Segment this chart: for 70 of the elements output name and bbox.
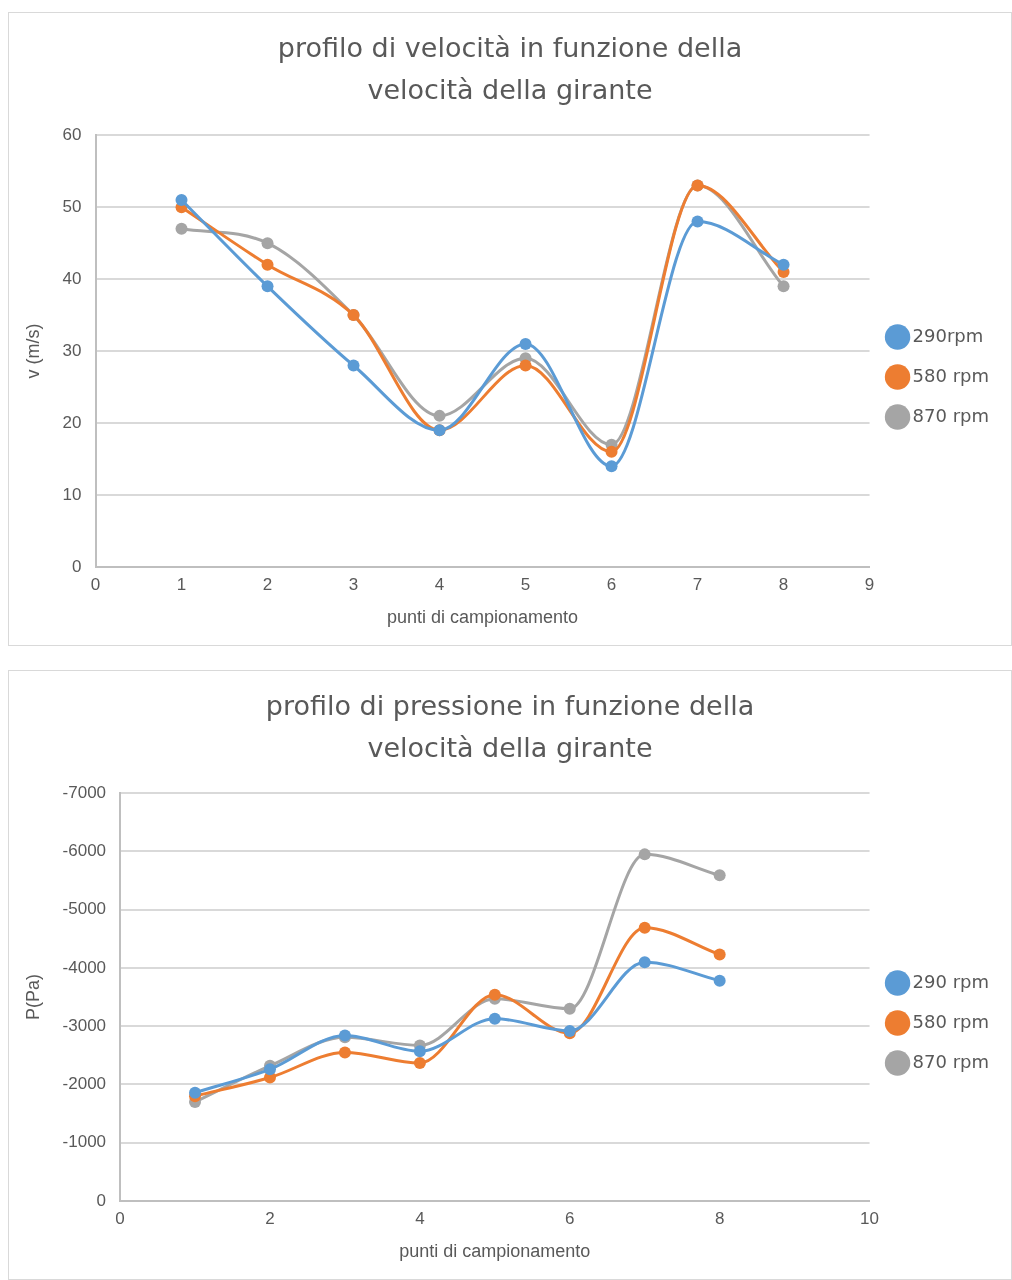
- y-axis-title: P(Pa): [22, 974, 43, 1021]
- x-tick-label: 2: [265, 1208, 275, 1228]
- point: [519, 337, 532, 350]
- y-tick-label: -5000: [62, 899, 107, 919]
- x-tick-label: 10: [860, 1208, 880, 1228]
- point: [263, 1063, 276, 1076]
- x-tick-label: 3: [348, 574, 359, 594]
- point: [638, 921, 651, 934]
- x-tick-label: 8: [714, 1208, 725, 1228]
- point: [175, 193, 188, 206]
- x-tick-label: 6: [565, 1208, 575, 1228]
- y-tick-label: -4000: [62, 957, 107, 977]
- y-axis-title: v (m/s): [22, 323, 43, 379]
- chart-title: profilo di pressione in funzione della velocità della girante: [264, 689, 756, 765]
- point: [347, 359, 360, 372]
- legend-label: 290 rpm: [912, 970, 990, 992]
- point: [605, 445, 618, 458]
- point: [413, 1056, 426, 1069]
- point: [605, 460, 618, 473]
- x-axis-title: punti di campionamento: [399, 1241, 591, 1262]
- point: [638, 848, 651, 861]
- point: [519, 359, 532, 372]
- point: [563, 1002, 576, 1015]
- point: [261, 258, 274, 271]
- point: [261, 280, 274, 293]
- y-tick-label: 40: [62, 268, 82, 288]
- legend-label: 870 rpm: [912, 404, 990, 426]
- point: [261, 237, 274, 250]
- chart-title: profilo di velocità in funzione della velocità della girante: [276, 31, 744, 107]
- legend-label: 580 rpm: [912, 1010, 990, 1032]
- y-tick-label: 60: [62, 124, 82, 144]
- point: [777, 280, 790, 293]
- x-tick-label: 2: [262, 574, 273, 594]
- x-axis-title: punti di campionamento: [386, 607, 579, 628]
- y-tick-label: 0: [72, 556, 82, 576]
- point: [413, 1045, 426, 1058]
- point: [691, 215, 704, 228]
- y-tick-label: -7000: [62, 782, 107, 802]
- point: [338, 1046, 351, 1059]
- legend-label: 870 rpm: [912, 1050, 990, 1072]
- point: [488, 988, 501, 1001]
- point: [638, 956, 651, 969]
- y-tick-label: 30: [62, 340, 82, 360]
- y-tick-label: -6000: [62, 841, 107, 861]
- y-tick-label: 20: [62, 412, 82, 432]
- point: [488, 1012, 501, 1025]
- legend-label: 290rpm: [912, 324, 984, 346]
- x-tick-label: 6: [606, 574, 617, 594]
- x-tick-label: 8: [778, 574, 789, 594]
- y-tick-label: 50: [62, 196, 82, 216]
- y-tick-label: 10: [62, 484, 82, 504]
- x-tick-label: 7: [692, 574, 703, 594]
- point: [777, 258, 790, 271]
- x-tick-label: 4: [415, 1208, 425, 1228]
- legend-label: 580 rpm: [912, 364, 990, 386]
- point: [175, 222, 188, 235]
- y-tick-label: 0: [96, 1190, 107, 1210]
- x-tick-label: 5: [520, 574, 531, 594]
- x-tick-label: 9: [864, 574, 875, 594]
- y-tick-label: -2000: [62, 1074, 107, 1094]
- point: [713, 974, 726, 987]
- point: [433, 409, 446, 422]
- x-tick-label: 4: [434, 574, 445, 594]
- point: [713, 869, 726, 882]
- x-tick-label: 1: [176, 574, 187, 594]
- y-tick-label: -3000: [62, 1015, 107, 1035]
- point: [189, 1086, 202, 1099]
- x-tick-label: 0: [115, 1208, 125, 1228]
- y-tick-label: -1000: [62, 1132, 107, 1152]
- point: [713, 948, 726, 961]
